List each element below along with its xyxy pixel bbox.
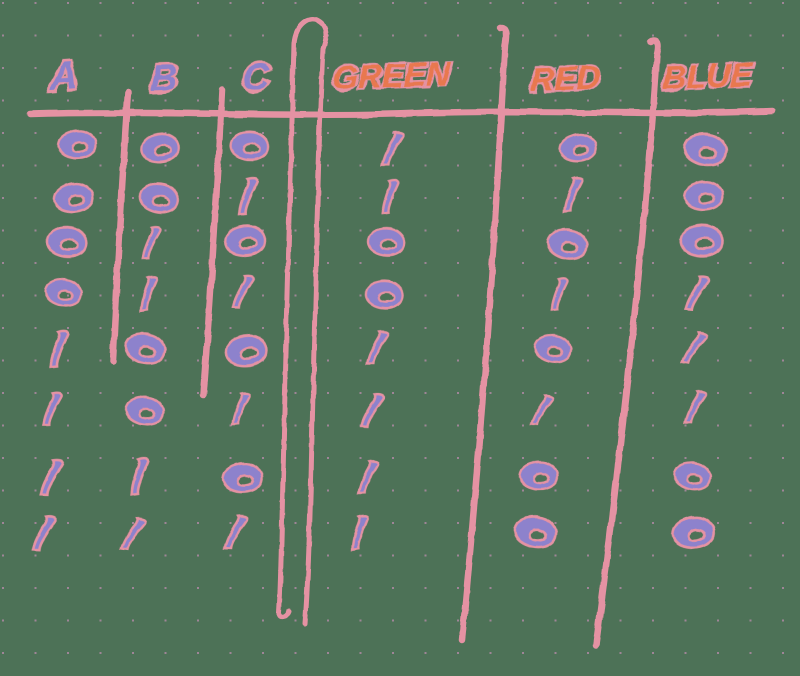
svg-text:BLUE: BLUE <box>662 57 755 97</box>
svg-text:B: B <box>150 56 179 100</box>
svg-text:C: C <box>242 55 272 99</box>
svg-text:RED: RED <box>530 60 602 99</box>
svg-text:A: A <box>49 53 78 99</box>
svg-text:GREEN: GREEN <box>332 56 452 97</box>
